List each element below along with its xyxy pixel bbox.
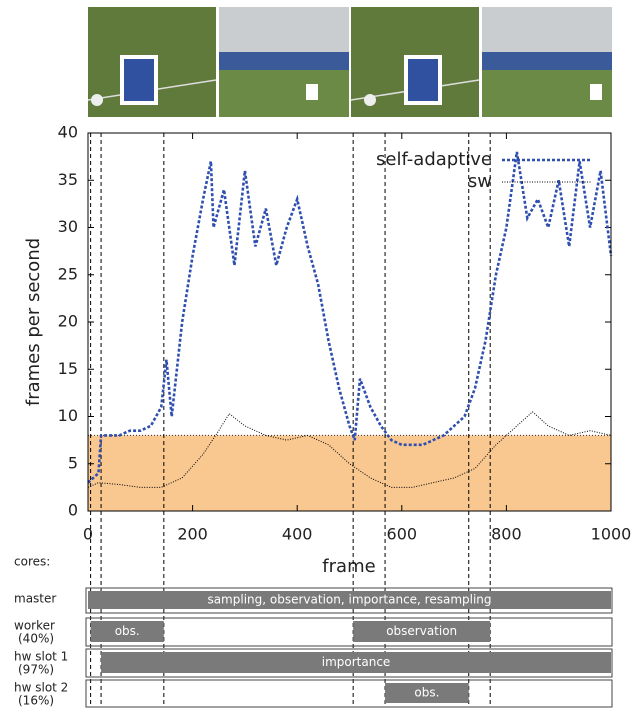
gantt-row bbox=[85, 679, 613, 708]
row-label: master bbox=[14, 592, 56, 606]
plot-frame bbox=[87, 132, 612, 512]
x-tick-label: 800 bbox=[491, 525, 522, 544]
x-tick-label: 1000 bbox=[591, 525, 632, 544]
task-bar bbox=[90, 621, 164, 642]
legend-label: sw bbox=[468, 171, 492, 192]
y-tick-label: 30 bbox=[58, 217, 78, 236]
y-tick-label: 25 bbox=[58, 264, 78, 283]
task-bar bbox=[101, 652, 611, 673]
row-share: (40%) bbox=[18, 632, 54, 646]
x-tick-label: 0 bbox=[83, 525, 93, 544]
y-tick-label: 20 bbox=[58, 312, 78, 331]
x-axis-label: frame bbox=[322, 556, 375, 577]
task-label: sampling, observation, importance, resam… bbox=[207, 593, 491, 607]
legend-label: self-adaptive bbox=[376, 149, 492, 170]
y-tick-label: 40 bbox=[58, 123, 78, 142]
row-share: (16%) bbox=[18, 694, 54, 708]
thumbnails bbox=[87, 7, 612, 117]
task-bar bbox=[88, 591, 611, 609]
series-line bbox=[87, 151, 613, 484]
task-label: obs. bbox=[115, 624, 140, 638]
threshold-region bbox=[88, 435, 611, 511]
y-tick-label: 15 bbox=[58, 359, 78, 378]
y-tick-label: 0 bbox=[68, 501, 78, 520]
gantt-row bbox=[85, 617, 613, 647]
y-axis-label: frames per second bbox=[23, 238, 44, 406]
row-label: worker bbox=[14, 619, 55, 633]
task-label: importance bbox=[322, 655, 391, 669]
y-tick-label: 5 bbox=[68, 453, 78, 472]
task-bar bbox=[353, 621, 491, 642]
gantt-title: cores: bbox=[14, 555, 50, 569]
task-label: observation bbox=[386, 624, 457, 638]
task-bar bbox=[385, 683, 469, 703]
gantt-row bbox=[85, 587, 613, 614]
y-tick-label: 35 bbox=[58, 170, 78, 189]
x-tick-label: 600 bbox=[387, 525, 418, 544]
row-label: hw slot 2 bbox=[14, 681, 68, 695]
x-tick-label: 200 bbox=[177, 525, 208, 544]
x-tick-label: 400 bbox=[282, 525, 313, 544]
gantt-row bbox=[85, 648, 613, 678]
row-share: (97%) bbox=[18, 663, 54, 677]
task-label: obs. bbox=[414, 686, 439, 700]
y-tick-label: 10 bbox=[58, 406, 78, 425]
series-line bbox=[87, 411, 612, 488]
row-label: hw slot 1 bbox=[14, 650, 68, 664]
